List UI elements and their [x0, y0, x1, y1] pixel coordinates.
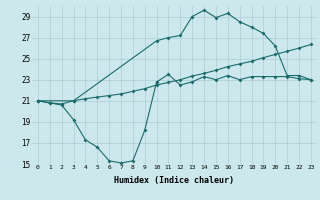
- X-axis label: Humidex (Indice chaleur): Humidex (Indice chaleur): [115, 176, 234, 185]
